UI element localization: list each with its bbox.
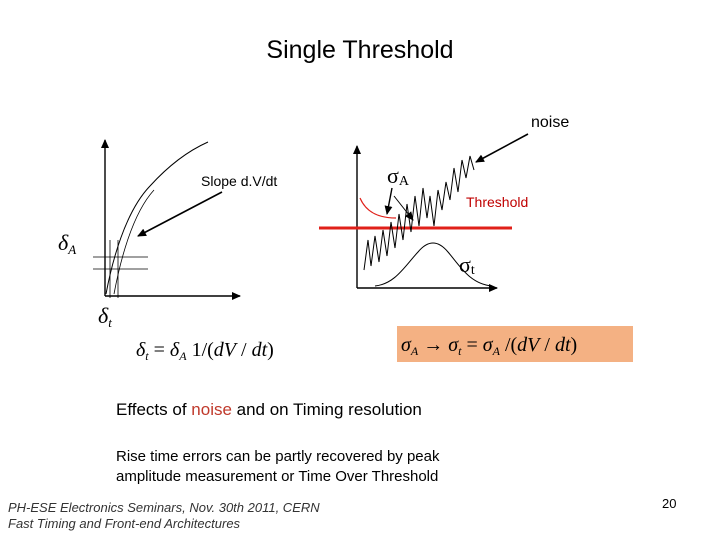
rising-edge-curve-shifted [113, 189, 155, 295]
delta-t-label: δt [98, 303, 112, 330]
footer-seminar: PH-ESE Electronics Seminars, Nov. 30th 2… [8, 500, 320, 515]
timing-gaussian [374, 242, 493, 287]
sigma-t-label: σt [459, 252, 475, 278]
threshold-label: Threshold [466, 194, 529, 210]
footer-topic: Fast Timing and Front-end Architectures [8, 516, 241, 531]
slope-arrow [137, 191, 223, 237]
rise-time-text-line1: Rise time errors can be partly recovered… [116, 448, 440, 465]
sigma-a-arrow [384, 187, 393, 215]
noisy-signal [363, 155, 475, 271]
slope-label: Slope d.V/dt [201, 173, 278, 189]
formula-right: σA → σt = σA /(dV / dt) [401, 334, 577, 358]
rise-time-text-line2: amplitude measurement or Time Over Thres… [116, 468, 439, 485]
sigma-a-arrow-2 [393, 195, 414, 221]
svg-text:σA → σt = σA /(dV / dt): σA → σt = σA /(dV / dt) [401, 334, 577, 358]
effects-heading: Effects of noise and on Timing resolutio… [116, 400, 422, 420]
effects-suffix: and on Timing resolution [231, 400, 422, 419]
formula-right-box: σA → σt = σA /(dV / dt) [397, 326, 633, 362]
formula-left: δt = δA 1/(dV / dt) [136, 339, 274, 363]
noise-label: noise [531, 114, 570, 131]
noise-arrow [475, 133, 529, 163]
effects-noise-word: noise [191, 400, 232, 419]
rising-edge-curve [105, 141, 209, 295]
delta-a-label: δA [58, 230, 76, 257]
effects-prefix: Effects of [116, 400, 192, 419]
sigma-a-red-curve [359, 197, 397, 219]
sigma-a-label: σA [387, 163, 410, 189]
page-number: 20 [662, 496, 677, 511]
left-axes [101, 139, 241, 300]
slide-title: Single Threshold [266, 36, 454, 64]
svg-text:δt = δA 1/(dV / dt): δt = δA 1/(dV / dt) [136, 339, 274, 363]
right-axes [353, 145, 498, 292]
